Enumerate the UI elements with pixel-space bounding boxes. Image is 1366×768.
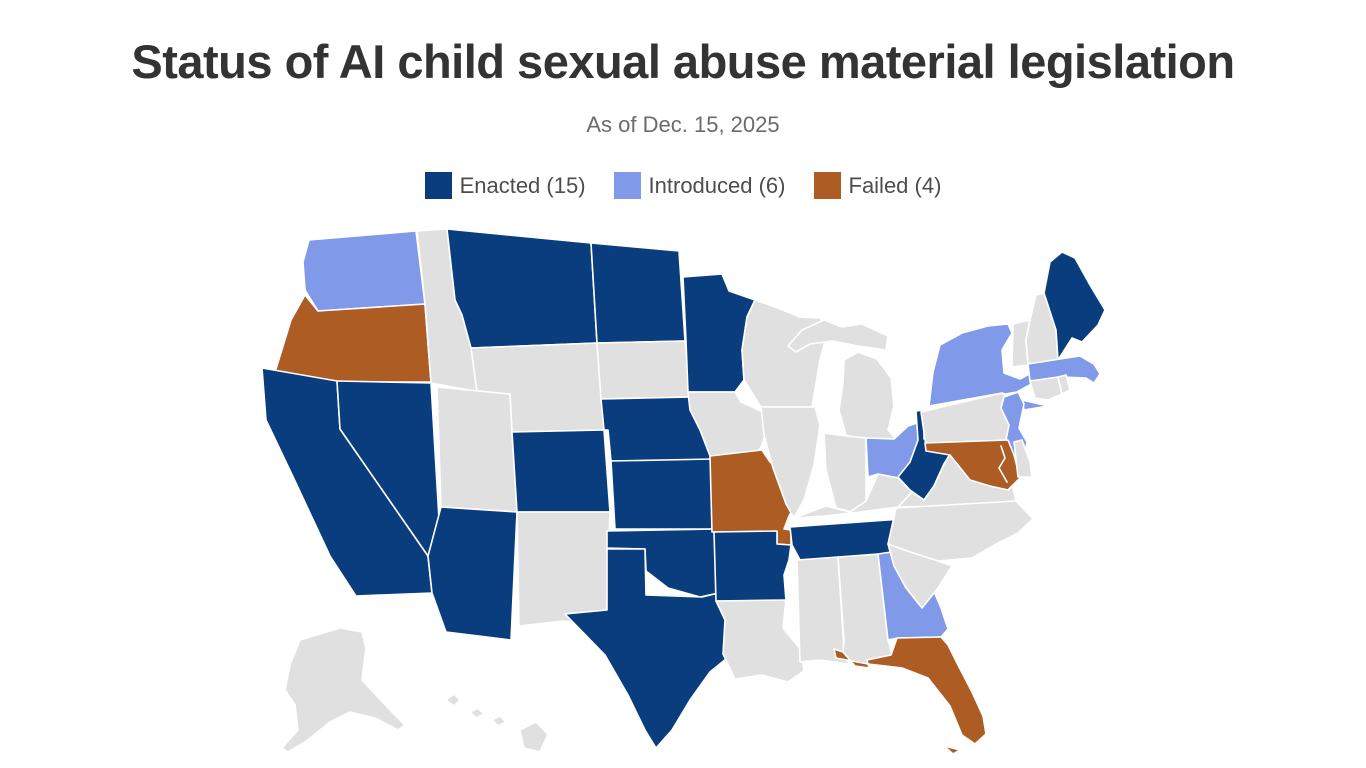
state-wi[interactable] [741, 299, 829, 408]
state-la[interactable] [715, 599, 805, 683]
introduced-swatch-icon [613, 172, 641, 199]
failed-swatch-icon [813, 172, 841, 199]
enacted-swatch-icon [424, 172, 452, 199]
chart-title: Status of AI child sexual abuse material… [131, 35, 1235, 88]
state-nd[interactable] [590, 242, 686, 344]
state-sc[interactable] [887, 543, 953, 609]
chesapeake-bay [998, 445, 1008, 483]
state-tx[interactable] [564, 548, 742, 749]
state-ri[interactable] [1057, 374, 1071, 395]
legend-label-introduced: Introduced (6) [648, 172, 786, 198]
legend-item-enacted: Enacted (15) [424, 172, 586, 199]
state-hi[interactable] [445, 693, 549, 753]
legend: Enacted (15) Introduced (6) Failed (4) [0, 172, 1366, 199]
chart-subtitle: As of Dec. 15, 2025 [586, 111, 780, 137]
state-mi[interactable] [787, 319, 897, 444]
state-me[interactable] [1043, 251, 1106, 361]
state-de[interactable] [1013, 439, 1033, 478]
legend-label-enacted: Enacted (15) [459, 172, 586, 198]
state-ia[interactable] [687, 391, 769, 457]
state-az[interactable] [427, 506, 518, 641]
state-wa[interactable] [302, 230, 426, 312]
state-sd[interactable] [596, 340, 693, 400]
state-in[interactable] [823, 432, 867, 513]
legend-item-introduced: Introduced (6) [613, 172, 786, 199]
state-mt[interactable] [446, 228, 598, 349]
state-ak[interactable] [281, 627, 406, 753]
state-co[interactable] [511, 429, 611, 513]
state-or[interactable] [271, 294, 432, 383]
state-ut[interactable] [436, 386, 518, 513]
legend-item-failed: Failed (4) [813, 172, 942, 199]
state-fl[interactable] [833, 636, 987, 755]
chart-header: Status of AI child sexual abuse material… [0, 0, 1366, 138]
state-nm[interactable] [516, 511, 611, 627]
state-ks[interactable] [610, 458, 718, 530]
state-il[interactable] [760, 406, 821, 519]
state-ct[interactable] [1029, 376, 1063, 401]
legend-label-failed: Failed (4) [848, 172, 942, 198]
state-md[interactable] [924, 439, 1021, 491]
